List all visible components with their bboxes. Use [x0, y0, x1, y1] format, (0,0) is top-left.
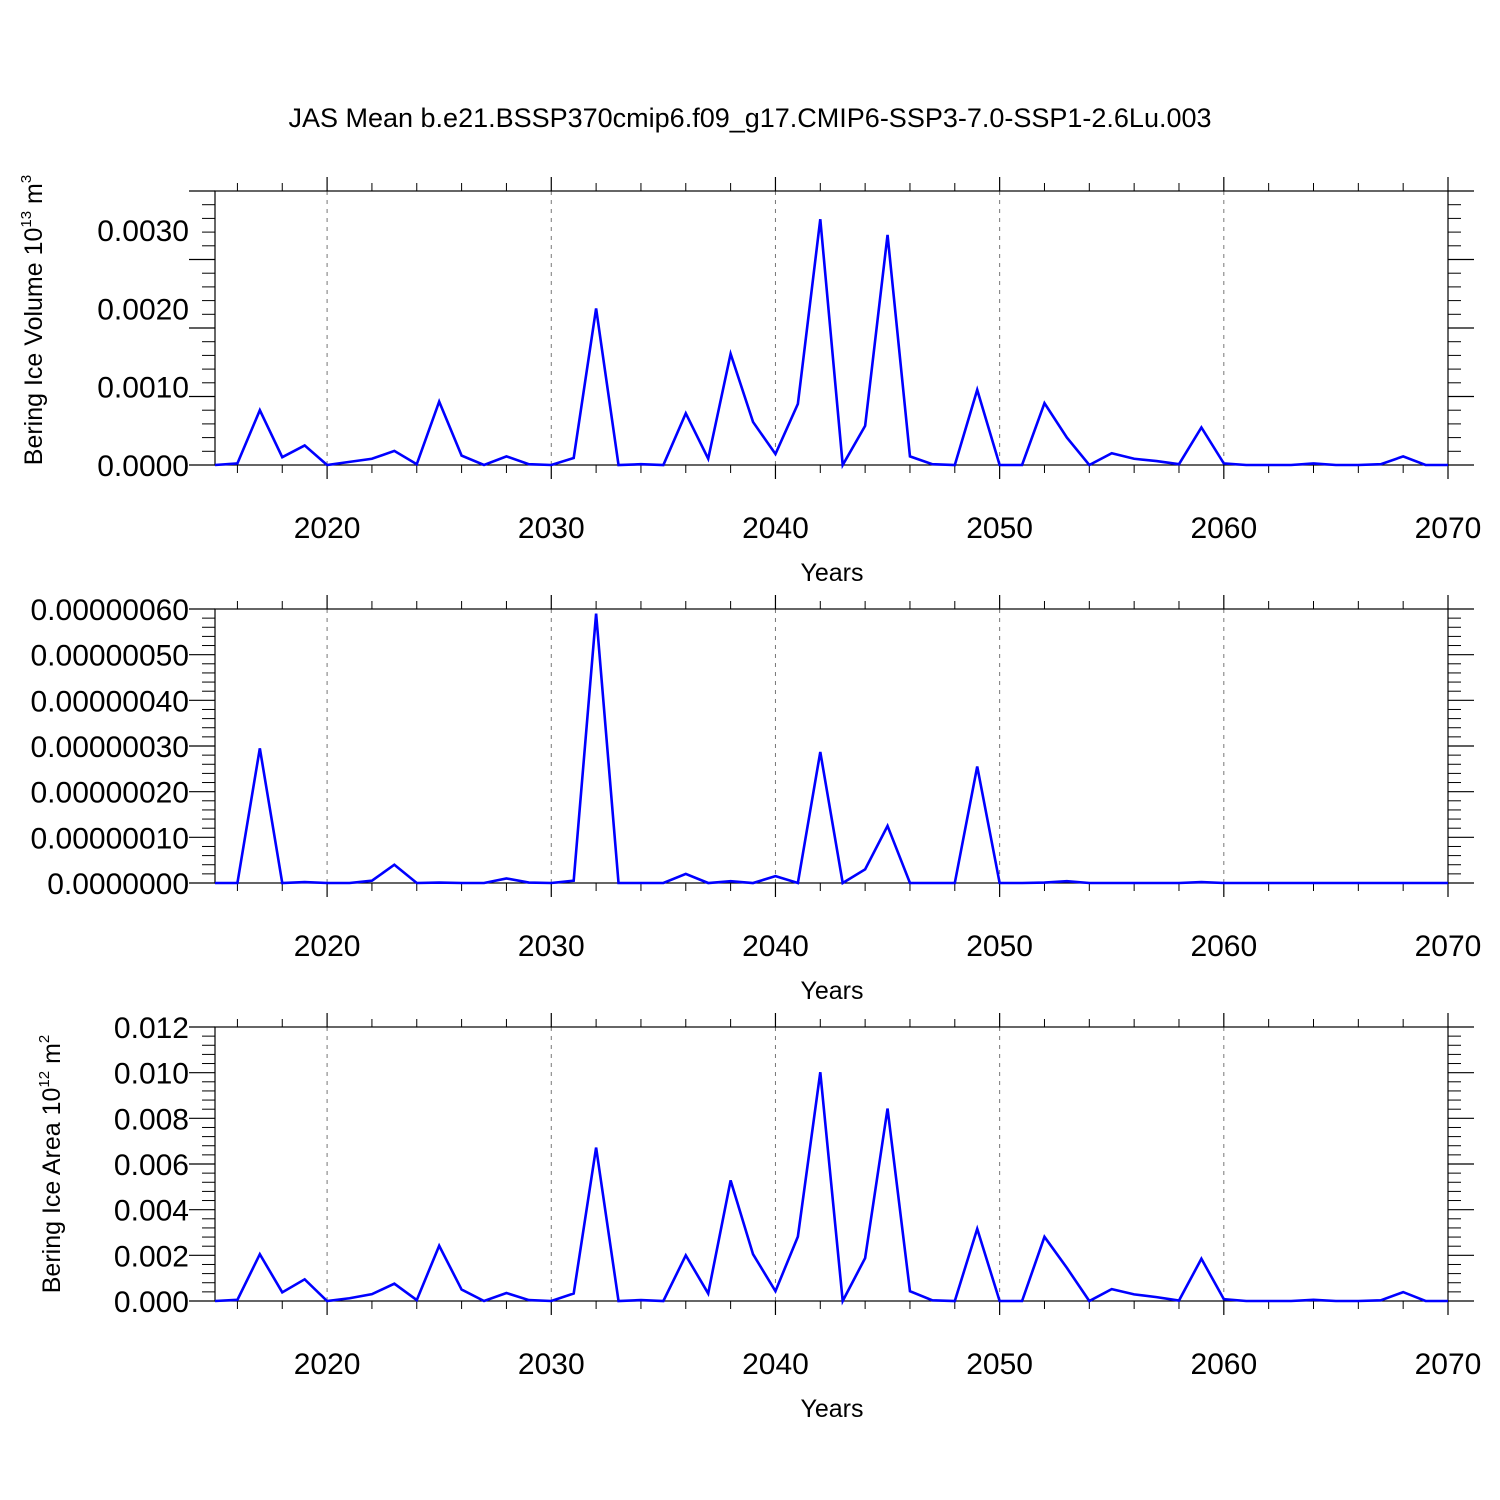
- x-tick-label: 2020: [294, 1348, 361, 1381]
- y-axis-label: Bering Ice Volume 1013 m3: [18, 175, 48, 465]
- x-tick-label: 2050: [966, 1348, 1033, 1381]
- y-tick-label: 0.0030: [97, 215, 189, 248]
- y-tick-label: 0.004: [114, 1195, 189, 1228]
- y-axis-label-superscript: 2: [36, 1035, 53, 1043]
- panel-1: 2020 2030 2040 2050 2060 2070 Years 0.0000 0.001…: [18, 175, 1481, 587]
- x-axis-label: Years: [800, 1395, 863, 1423]
- y-tick-label: 0.00000040: [31, 685, 190, 718]
- series-line: [214, 1072, 1448, 1306]
- y-tick-label: 0.00000060: [31, 594, 190, 627]
- x-tick-label: 2040: [742, 512, 809, 545]
- x-tick-label: 2030: [518, 512, 585, 545]
- y-axis-label-superscript: 12: [36, 1071, 53, 1088]
- y-tick-label: 0.0000000: [47, 868, 189, 901]
- y-axis-label-part: m: [38, 1043, 66, 1071]
- x-tick-label: 2060: [1190, 512, 1257, 545]
- x-tick-label: 2030: [518, 930, 585, 963]
- x-tick-label: 2040: [742, 930, 809, 963]
- plot-frame: [214, 1026, 1449, 1302]
- x-tick-label: 2020: [294, 930, 361, 963]
- y-tick-label: 0.0000: [97, 450, 189, 483]
- y-tick-label: 0.012: [114, 1012, 189, 1045]
- x-tick-label: 2070: [1415, 1348, 1482, 1381]
- plot-frame: [214, 608, 1449, 884]
- series-line: [214, 219, 1448, 470]
- y-tick-label: 0.006: [114, 1149, 189, 1182]
- y-tick-label: 0.00000020: [31, 777, 190, 810]
- chart-title: JAS Mean b.e21.BSSP370cmip6.f09_g17.CMIP…: [288, 103, 1211, 133]
- x-tick-label: 2050: [966, 512, 1033, 545]
- x-tick-label: 2060: [1190, 930, 1257, 963]
- y-tick-label: 0.00000050: [31, 640, 190, 673]
- x-tick-label: 2050: [966, 930, 1033, 963]
- y-tick-label: 0.00000030: [31, 731, 190, 764]
- y-axis-label-part: m: [20, 183, 48, 211]
- y-tick-label: 0.0020: [97, 293, 189, 326]
- x-axis-label: Years: [800, 977, 863, 1005]
- x-tick-label: 2030: [518, 1348, 585, 1381]
- y-axis-label-part: Bering Ice Area 10: [38, 1088, 66, 1294]
- series-line: [215, 613, 1448, 886]
- x-tick-label: 2040: [742, 1348, 809, 1381]
- x-tick-label: 2070: [1415, 930, 1482, 963]
- panel-2: 2020 2030 2040 2050 2060 2070 Years 0.0000000 0.…: [31, 594, 1482, 1005]
- y-tick-label: 0.00000010: [31, 822, 190, 855]
- y-tick-label: 0.002: [114, 1240, 189, 1273]
- x-axis-label: Years: [800, 559, 863, 587]
- x-tick-label: 2060: [1190, 1348, 1257, 1381]
- panel-3: 2020 2030 2040 2050 2060 2070 Years 0.000 0.002 0…: [36, 1012, 1481, 1423]
- x-tick-label: 2070: [1415, 512, 1482, 545]
- y-axis-label: Bering Ice Area 1012 m2: [36, 1035, 66, 1294]
- y-tick-label: 0.008: [114, 1103, 189, 1136]
- y-tick-label: 0.010: [114, 1058, 189, 1091]
- y-axis-label-superscript: 13: [18, 211, 35, 228]
- y-axis-label-part: Bering Ice Volume 10: [20, 228, 48, 466]
- y-tick-label: 0.0010: [97, 372, 189, 405]
- x-tick-label: 2020: [294, 512, 361, 545]
- y-tick-label: 0.000: [114, 1286, 189, 1319]
- y-axis-label-superscript: 3: [18, 175, 35, 183]
